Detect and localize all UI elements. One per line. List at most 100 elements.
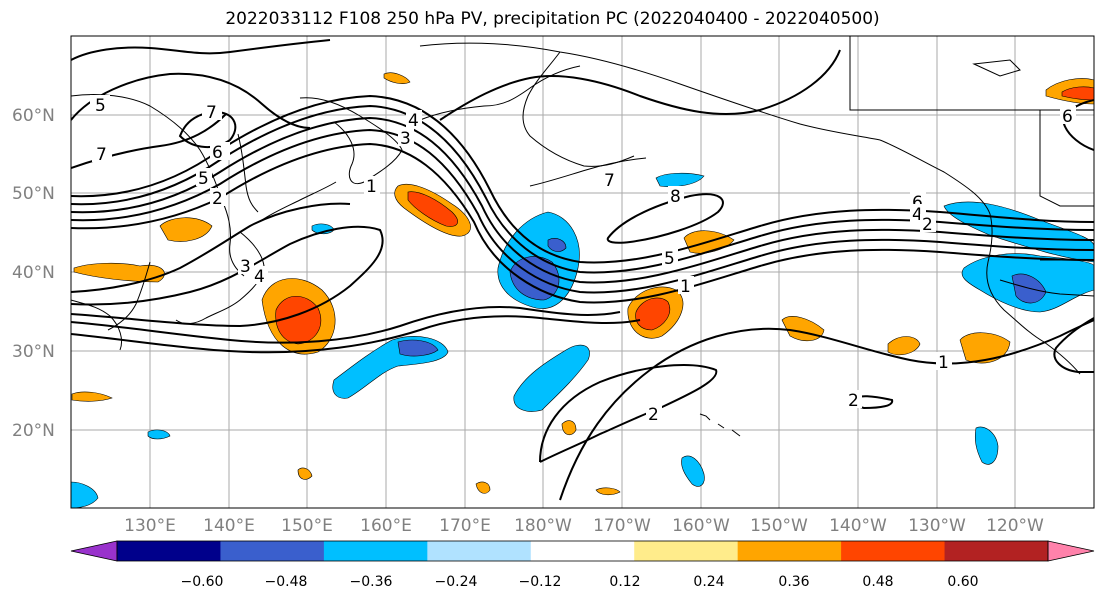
contour-label: 7 — [604, 171, 615, 191]
precip-positive-core — [407, 191, 458, 227]
colorbar-segments — [70, 540, 1095, 562]
contour-label: 1 — [680, 277, 691, 297]
contour-label: 5 — [95, 96, 106, 116]
pv-contour — [439, 49, 841, 121]
lon-label: 160°W — [672, 516, 730, 536]
lon-label: 120°W — [986, 516, 1044, 536]
precip-negative-region — [655, 172, 705, 187]
pv-contour — [71, 225, 384, 328]
lon-label: 160°E — [360, 516, 412, 536]
colorbar-segment — [117, 541, 221, 561]
precip-positive-region — [887, 336, 921, 356]
lon-label: 140°W — [829, 516, 887, 536]
lon-label: 130°E — [124, 516, 176, 536]
colorbar-segment — [220, 541, 325, 561]
colorbar-tick-label: 0.60 — [947, 574, 978, 590]
precip-positive-region — [297, 467, 313, 480]
pv-contour — [71, 142, 1094, 304]
precip-positive-core — [635, 297, 671, 331]
map-frame — [70, 35, 1095, 509]
precip-negative-region — [943, 201, 1094, 263]
precip-negative-region — [513, 344, 590, 412]
precip-positive-region — [159, 217, 213, 242]
contour-label: 3 — [240, 257, 251, 277]
pv-contour — [71, 116, 1094, 284]
contour-label: 1 — [938, 353, 949, 373]
lat-label: 50°N — [12, 184, 55, 204]
precip-negative-region — [147, 429, 171, 440]
precip-negative-region — [681, 455, 705, 487]
lon-label: 170°E — [439, 516, 491, 536]
lat-label: 40°N — [12, 263, 55, 283]
colorbar-tick-labels: −0.60 −0.48 −0.36 −0.24 −0.12 0.12 0.24 … — [181, 574, 979, 590]
contour-label: 7 — [206, 103, 217, 123]
colorbar-segment — [427, 541, 532, 561]
contour-label: 5 — [198, 169, 209, 189]
contour-label: 2 — [848, 391, 859, 411]
colorbar-segment — [737, 541, 842, 561]
precip-positive-region — [71, 391, 113, 402]
precip-positive-region — [383, 72, 411, 84]
colorbar-segment — [634, 541, 739, 561]
lon-label: 150°E — [281, 516, 333, 536]
lon-label: 180°W — [514, 516, 572, 536]
precip-positive-core — [1061, 86, 1094, 101]
colorbar-tick-label: 0.36 — [778, 574, 809, 590]
colorbar-tick-label: −0.12 — [519, 574, 562, 590]
precip-negative-core — [397, 339, 439, 357]
contour-label: 2 — [212, 189, 223, 209]
precip-negative-region — [974, 426, 999, 465]
pv-contour — [71, 128, 1094, 294]
pv-contour — [178, 110, 237, 148]
latitude-labels: 60°N 50°N 40°N 30°N 20°N — [12, 106, 55, 441]
pv-contour — [71, 39, 331, 61]
contour-label: 4 — [912, 205, 923, 225]
pv-contour — [71, 202, 351, 293]
colorbar-extend-min — [70, 540, 118, 562]
colorbar-segment — [530, 541, 635, 561]
colorbar-tick-label: 0.24 — [693, 574, 724, 590]
colorbar-tick-label: −0.24 — [435, 574, 478, 590]
lon-label: 130°W — [908, 516, 966, 536]
precip-positive-region — [561, 420, 577, 436]
colorbar-tick-label: −0.36 — [350, 574, 393, 590]
lat-label: 30°N — [12, 342, 55, 362]
contour-label: 3 — [400, 129, 411, 149]
contour-labels: 5 7 7 6 5 2 3 4 1 3 4 7 8 5 — [90, 95, 1076, 425]
contour-label: 6 — [212, 143, 223, 163]
pv-contour — [1053, 317, 1094, 373]
pv-contours — [71, 39, 1094, 501]
contour-label: 2 — [648, 405, 659, 425]
contour-label: 6 — [1062, 107, 1073, 127]
contour-label: 8 — [670, 187, 681, 207]
pv-contour — [71, 72, 311, 129]
pv-contour — [71, 305, 621, 344]
lon-label: 140°E — [203, 516, 255, 536]
pv-contour — [559, 319, 1094, 501]
map-title: 2022033112 F108 250 hPa PV, precipitatio… — [225, 9, 880, 29]
precip-positive-core — [275, 295, 322, 345]
colorbar: −0.60 −0.48 −0.36 −0.24 −0.12 0.12 0.24 … — [70, 540, 1095, 590]
colorbar-segment — [323, 541, 428, 561]
pv-contour — [71, 315, 641, 354]
colorbar-tick-label: 0.48 — [862, 574, 893, 590]
colorbar-tick-label: −0.48 — [265, 574, 308, 590]
lat-label: 20°N — [12, 421, 55, 441]
colorbar-frame — [116, 540, 1049, 562]
contour-label: 4 — [408, 111, 419, 131]
precip-positive-region — [73, 262, 165, 283]
precip-positive-region — [595, 487, 621, 496]
colorbar-tick-label: 0.12 — [609, 574, 640, 590]
pv-contour — [539, 364, 718, 463]
colorbar-tick-label: −0.60 — [181, 574, 224, 590]
contour-label: 7 — [96, 145, 107, 165]
contour-label: 5 — [664, 249, 675, 269]
colorbar-extend-max — [1047, 540, 1095, 562]
precip-positive-region — [959, 332, 1011, 364]
pv-contour — [606, 193, 724, 244]
contour-label: 6 — [912, 193, 923, 213]
lat-label: 60°N — [12, 106, 55, 126]
longitude-labels: 130°E 140°E 150°E 160°E 170°E 180°W 170°… — [124, 516, 1044, 536]
precip-negative-core — [547, 238, 567, 252]
